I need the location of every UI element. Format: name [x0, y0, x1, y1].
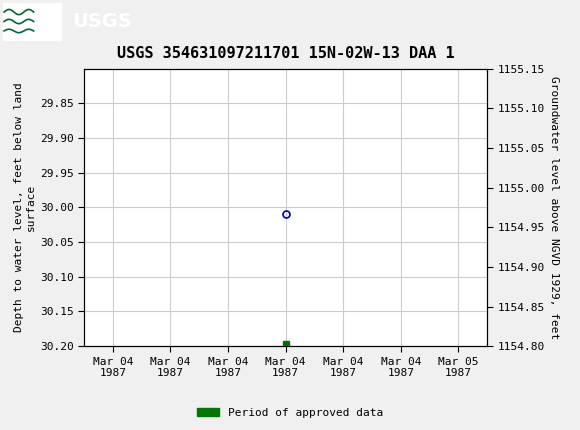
Legend: Period of approved data: Period of approved data — [193, 403, 387, 422]
Title: USGS 354631097211701 15N-02W-13 DAA 1: USGS 354631097211701 15N-02W-13 DAA 1 — [117, 46, 455, 61]
Y-axis label: Depth to water level, feet below land
surface: Depth to water level, feet below land su… — [14, 83, 36, 332]
FancyBboxPatch shape — [3, 3, 61, 40]
Text: USGS: USGS — [72, 12, 132, 31]
Y-axis label: Groundwater level above NGVD 1929, feet: Groundwater level above NGVD 1929, feet — [549, 76, 559, 339]
